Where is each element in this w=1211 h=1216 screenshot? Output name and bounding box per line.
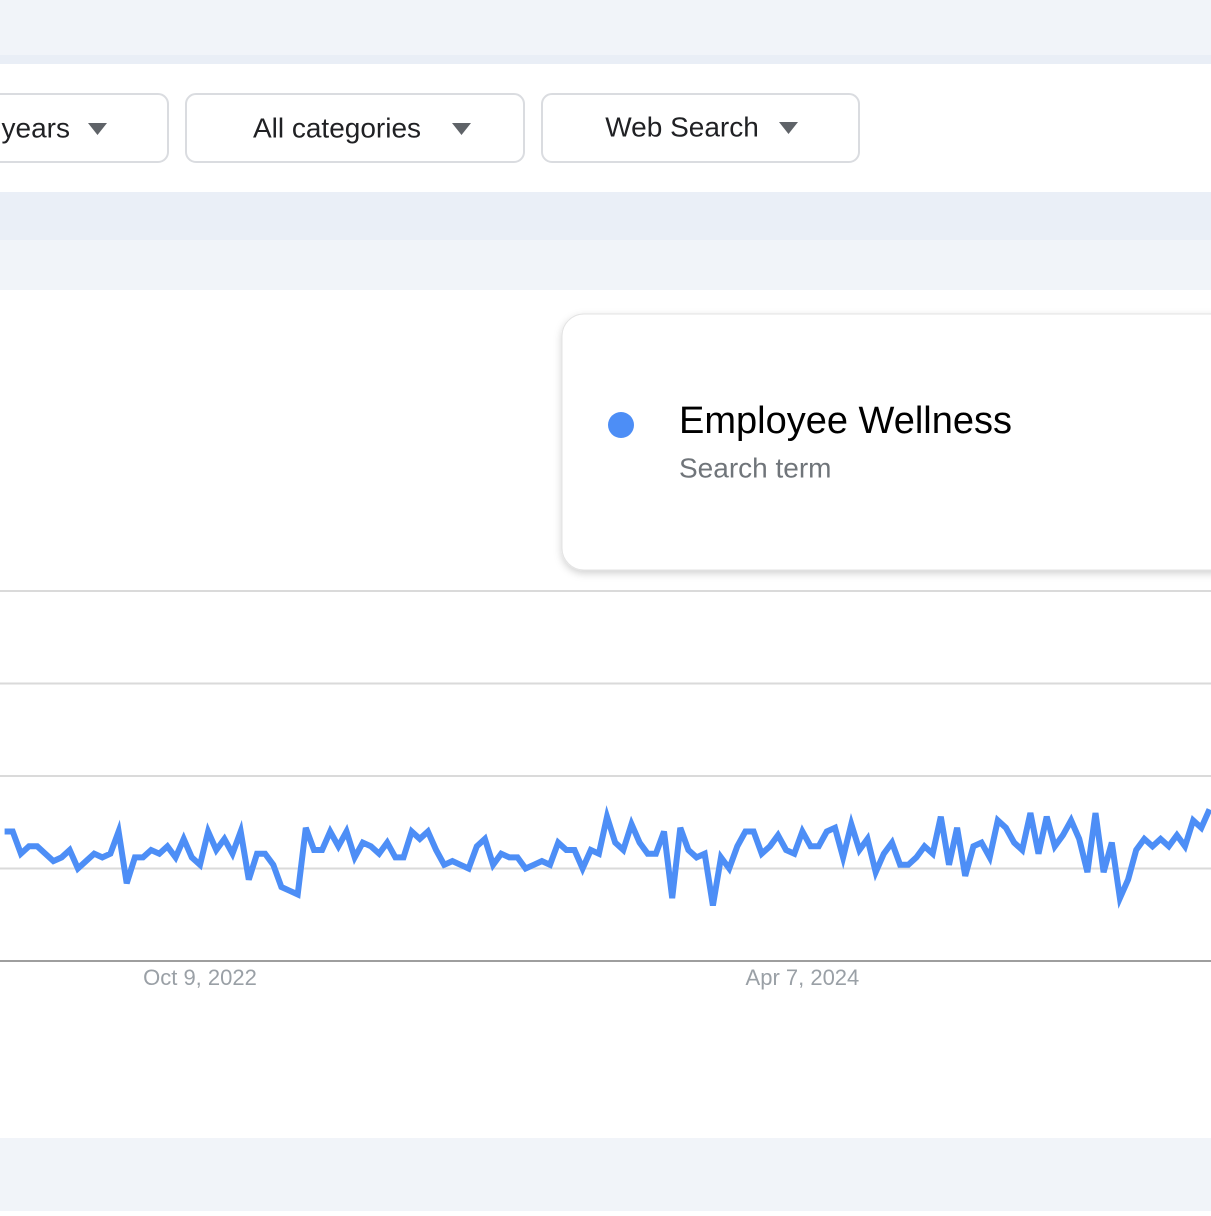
divider: [0, 55, 1211, 64]
category-label: All categories: [253, 112, 421, 143]
dropdown-arrow: [779, 122, 798, 134]
dropdown-arrow: [452, 123, 471, 135]
legend-dot: [608, 412, 634, 438]
category-dropdown[interactable]: [185, 93, 525, 163]
legend-card: [561, 313, 1211, 571]
x-tick-label: Oct 9, 2022: [143, 965, 257, 990]
legend-subtitle: Search term: [679, 452, 832, 483]
plot: Oct 9, 2022 Apr 7, 2024: [0, 590, 1211, 990]
time-dropdown[interactable]: [0, 93, 169, 163]
band: [0, 192, 1211, 240]
time-label: years: [2, 112, 70, 143]
x-tick-label: Apr 7, 2024: [746, 965, 860, 990]
trend-line: [4, 805, 1211, 909]
search-type-dropdown[interactable]: [541, 93, 860, 163]
search-type-label: Web Search: [605, 111, 759, 142]
legend-term: Employee Wellness: [679, 400, 1012, 442]
dropdown-arrow: [88, 123, 107, 135]
